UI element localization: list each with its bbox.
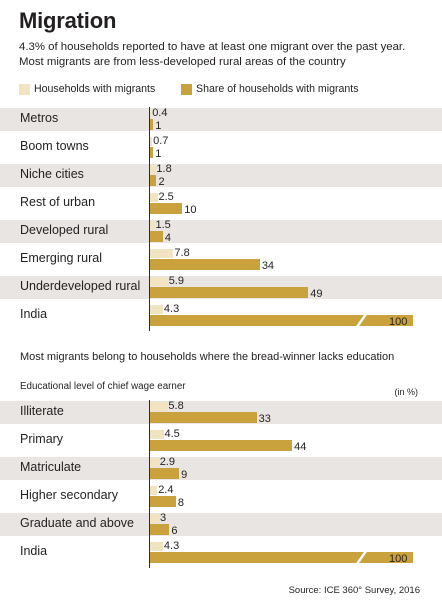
- education-value-households-india: 4.3: [163, 540, 180, 552]
- migration-bar-households-niche-cities: [150, 165, 156, 174]
- migration-value-households-underdeveloped-rural: 5.9: [168, 275, 184, 287]
- legend-label-households: Households with migrants: [34, 83, 156, 95]
- education-category-illiterate: Illiterate: [20, 404, 64, 418]
- education-category-graduate-and-above: Graduate and above: [20, 516, 134, 530]
- education-value-households-matriculate: 2.9: [159, 456, 175, 468]
- education-bar-households-india: [150, 542, 163, 551]
- section2-title: Most migrants belong to households where…: [20, 351, 395, 363]
- migration-category-boom-towns: Boom towns: [20, 139, 89, 153]
- education-category-primary: Primary: [20, 432, 64, 446]
- migration-bar-share-emerging-rural: [150, 259, 260, 270]
- migration-bar-share-underdeveloped-rural: [150, 287, 309, 298]
- education-bar-share-graduate-and-above: [150, 524, 170, 535]
- education-value-share-higher-secondary: 8: [177, 497, 184, 509]
- education-bar-share-primary: [150, 440, 293, 451]
- migration-category-developed-rural: Developed rural: [20, 223, 109, 237]
- education-bar-households-primary: [150, 430, 164, 439]
- migration-value-share-niche-cities: 2: [158, 176, 165, 188]
- education-value-share-graduate-and-above: 6: [171, 525, 178, 537]
- migration-value-households-rest-of-urban: 2.5: [158, 191, 174, 203]
- migration-value-share-boom-towns: 1: [155, 148, 162, 160]
- education-value-share-india: 100: [389, 553, 408, 565]
- migration-bar-share-niche-cities: [150, 175, 157, 186]
- education-bar-households-illiterate: [150, 402, 168, 411]
- migration-value-share-developed-rural: 4: [164, 232, 172, 244]
- education-value-share-primary: 44: [294, 441, 307, 453]
- migration-category-emerging-rural: Emerging rural: [20, 251, 102, 265]
- migration-bar-households-india: [150, 305, 163, 314]
- migration-category-metros: Metros: [20, 111, 59, 125]
- migration-bar-households-developed-rural: [150, 221, 155, 230]
- source-note: Source: ICE 360° Survey, 2016: [288, 585, 420, 596]
- migration-value-share-metros: 1: [155, 120, 162, 132]
- section2-caption: Educational level of chief wage earner: [20, 381, 186, 392]
- education-bar-households-matriculate: [150, 458, 159, 467]
- migration-value-households-india: 4.3: [163, 303, 180, 315]
- education-row-bg: [0, 513, 442, 536]
- education-value-share-matriculate: 9: [181, 469, 188, 481]
- legend-swatch-households: [19, 84, 30, 95]
- education-bar-share-higher-secondary: [150, 496, 176, 507]
- education-value-households-primary: 4.5: [164, 428, 180, 440]
- migration-row-bg: [0, 220, 442, 243]
- migration-axis-line: [149, 107, 150, 331]
- migration-bar-households-metros: [150, 109, 152, 118]
- education-category-higher-secondary: Higher secondary: [20, 488, 118, 502]
- migration-value-households-niche-cities: 1.8: [156, 163, 172, 175]
- migration-value-households-developed-rural: 1.5: [155, 219, 171, 231]
- migration-value-share-emerging-rural: 34: [261, 260, 275, 272]
- chart-subtitle: 4.3% of households reported to have at l…: [19, 41, 406, 68]
- migration-value-households-emerging-rural: 7.8: [174, 247, 190, 259]
- migration-value-households-boom-towns: 0.7: [153, 135, 169, 147]
- migration-value-share-underdeveloped-rural: 49: [310, 288, 323, 300]
- migration-bar-share-developed-rural: [150, 231, 163, 242]
- education-bar-share-matriculate: [150, 468, 180, 479]
- migration-value-share-india: 100: [389, 316, 408, 328]
- migration-category-underdeveloped-rural: Underdeveloped rural: [20, 279, 141, 293]
- education-value-households-higher-secondary: 2.4: [158, 484, 174, 496]
- migration-bar-share-rest-of-urban: [150, 203, 183, 214]
- migration-category-india: India: [20, 307, 48, 321]
- migration-row-bg: [0, 108, 442, 131]
- migration-bar-share-india: [150, 315, 413, 326]
- chart-title: Migration: [19, 8, 117, 33]
- migration-row-bg: [0, 164, 442, 187]
- education-bar-households-graduate-and-above: [150, 514, 159, 523]
- legend-swatch-share: [181, 84, 192, 95]
- migration-bar-share-metros: [150, 119, 154, 130]
- education-category-india: India: [20, 544, 48, 558]
- education-value-households-graduate-and-above: 3: [160, 512, 167, 524]
- migration-bar-households-emerging-rural: [150, 249, 174, 258]
- education-category-matriculate: Matriculate: [20, 460, 82, 474]
- migration-bar-households-boom-towns: [150, 137, 153, 146]
- education-bar-share-india: [150, 552, 413, 563]
- education-row-bg: [0, 457, 442, 480]
- migration-category-rest-of-urban: Rest of urban: [20, 195, 96, 209]
- education-value-share-illiterate: 33: [258, 413, 271, 425]
- migration-value-households-metros: 0.4: [152, 107, 168, 119]
- education-bar-share-illiterate: [150, 412, 257, 423]
- migration-value-share-rest-of-urban: 10: [184, 204, 197, 216]
- migration-bar-households-rest-of-urban: [150, 193, 158, 202]
- legend-label-share: Share of households with migrants: [196, 83, 359, 95]
- migration-category-niche-cities: Niche cities: [20, 167, 84, 181]
- unit-label: (in %): [394, 387, 418, 397]
- education-value-households-illiterate: 5.8: [168, 400, 184, 412]
- migration-bar-households-underdeveloped-rural: [150, 277, 168, 286]
- education-bar-households-higher-secondary: [150, 486, 158, 495]
- migration-bar-share-boom-towns: [150, 147, 154, 158]
- education-axis-line: [149, 400, 150, 568]
